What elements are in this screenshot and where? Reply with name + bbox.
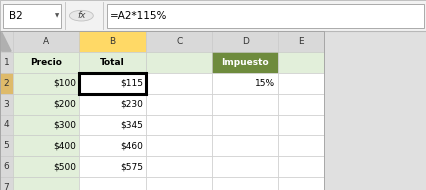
Bar <box>212 52 278 73</box>
Bar <box>212 115 278 135</box>
Bar <box>13 115 79 135</box>
Bar <box>278 52 324 73</box>
Bar <box>13 156 79 177</box>
Bar <box>146 115 212 135</box>
Bar <box>146 31 212 52</box>
Text: ▼: ▼ <box>55 13 60 19</box>
Bar <box>278 135 324 156</box>
Bar <box>212 177 278 190</box>
Bar <box>146 135 212 156</box>
Bar <box>0 94 13 115</box>
Bar <box>0 156 13 177</box>
Text: $115: $115 <box>120 79 143 88</box>
Text: $300: $300 <box>53 120 76 129</box>
Text: $400: $400 <box>53 141 76 150</box>
Text: 3: 3 <box>3 100 9 109</box>
Bar <box>278 94 324 115</box>
Bar <box>79 52 146 73</box>
Bar <box>146 52 212 73</box>
Text: 2: 2 <box>3 79 9 88</box>
Text: fx: fx <box>77 11 86 20</box>
Text: C: C <box>176 37 182 46</box>
Bar <box>278 115 324 135</box>
Bar <box>0 31 13 52</box>
Bar <box>13 135 79 156</box>
Bar <box>212 156 278 177</box>
Bar <box>13 73 79 94</box>
Text: 15%: 15% <box>255 79 275 88</box>
Bar <box>144 93 148 95</box>
Text: E: E <box>298 37 304 46</box>
Bar <box>278 177 324 190</box>
Text: $500: $500 <box>53 162 76 171</box>
Bar <box>146 94 212 115</box>
Text: 6: 6 <box>3 162 9 171</box>
Bar <box>13 94 79 115</box>
Bar <box>278 73 324 94</box>
Text: B2: B2 <box>9 11 22 21</box>
Bar <box>79 177 146 190</box>
Bar <box>212 73 278 94</box>
Bar <box>0 115 13 135</box>
Bar <box>79 73 146 94</box>
Text: =A2*115%: =A2*115% <box>110 11 168 21</box>
Text: B: B <box>109 37 115 46</box>
Text: Total: Total <box>100 58 125 67</box>
Bar <box>13 52 79 73</box>
Text: A: A <box>43 37 49 46</box>
Bar <box>107 4 424 28</box>
Bar <box>0 52 13 73</box>
Text: $345: $345 <box>120 120 143 129</box>
Bar <box>0 0 426 31</box>
Bar <box>146 73 212 94</box>
Bar <box>146 177 212 190</box>
Text: $200: $200 <box>53 100 76 109</box>
Bar <box>3 4 61 28</box>
Bar <box>13 31 79 52</box>
Bar <box>79 31 146 52</box>
Bar <box>278 156 324 177</box>
Bar <box>79 115 146 135</box>
Bar <box>0 135 13 156</box>
Bar <box>79 94 146 115</box>
Text: $460: $460 <box>120 141 143 150</box>
Bar <box>0 73 13 94</box>
Text: $575: $575 <box>120 162 143 171</box>
Bar <box>0 177 13 190</box>
Text: 5: 5 <box>3 141 9 150</box>
Text: D: D <box>242 37 249 46</box>
Bar <box>278 31 324 52</box>
Text: 1: 1 <box>3 58 9 67</box>
Circle shape <box>69 10 93 21</box>
Text: 4: 4 <box>3 120 9 129</box>
Bar <box>146 156 212 177</box>
Bar <box>79 135 146 156</box>
Bar <box>212 94 278 115</box>
Text: Impuesto: Impuesto <box>222 58 269 67</box>
Text: Precio: Precio <box>30 58 62 67</box>
Text: 7: 7 <box>3 183 9 190</box>
Bar <box>0 31 324 190</box>
Text: $100: $100 <box>53 79 76 88</box>
Bar <box>13 177 79 190</box>
Bar <box>79 73 146 94</box>
Bar <box>79 156 146 177</box>
Bar <box>212 31 278 52</box>
Polygon shape <box>2 32 11 51</box>
Bar <box>212 135 278 156</box>
Text: $230: $230 <box>120 100 143 109</box>
